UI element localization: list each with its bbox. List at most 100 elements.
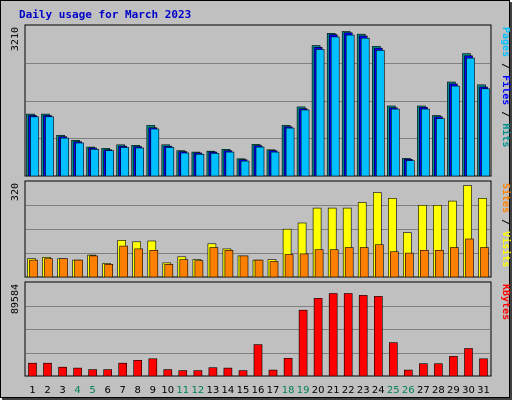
bar-pages-day-28 xyxy=(436,118,445,177)
bar-sites-day-27 xyxy=(420,250,429,278)
bar-kbytes-day-8 xyxy=(133,359,142,377)
day-label-28: 28 xyxy=(432,385,445,396)
bar-sites-day-16 xyxy=(254,259,264,278)
day-label-31: 31 xyxy=(477,385,490,396)
bar-kbytes-day-20 xyxy=(313,298,323,377)
side-legend-bottom: KBytes xyxy=(500,284,511,320)
legend-hits: Hits xyxy=(500,123,512,147)
bar-pages-day-11 xyxy=(180,152,190,177)
bar-sites-day-2 xyxy=(44,258,53,278)
bar-kbytes-day-18 xyxy=(283,357,293,377)
legend-separator: / xyxy=(500,213,511,231)
bar-pages-day-3 xyxy=(60,137,69,177)
bar-kbytes-day-10 xyxy=(163,369,173,377)
day-label-17: 17 xyxy=(267,385,280,396)
day-label-12: 12 xyxy=(192,385,205,396)
bar-kbytes-day-14 xyxy=(223,367,233,377)
bar-kbytes-day-3 xyxy=(58,366,67,377)
bar-kbytes-day-26 xyxy=(403,369,413,377)
legend-visits: Visits xyxy=(500,231,512,267)
frame-shadow-bottom xyxy=(2,398,512,400)
bar-kbytes-day-25 xyxy=(388,342,398,377)
bar-sites-day-25 xyxy=(389,251,399,278)
bar-pages-day-27 xyxy=(421,108,430,177)
bar-sites-day-1 xyxy=(29,259,38,278)
bar-sites-day-6 xyxy=(104,263,113,278)
day-label-19: 19 xyxy=(297,385,310,396)
day-label-9: 9 xyxy=(150,385,156,396)
bar-pages-day-6 xyxy=(105,150,114,177)
bar-kbytes-day-28 xyxy=(434,363,443,377)
bar-kbytes-day-19 xyxy=(298,309,308,377)
bar-sites-day-15 xyxy=(239,255,249,278)
bar-kbytes-day-16 xyxy=(253,344,263,377)
day-label-24: 24 xyxy=(372,385,385,396)
day-label-2: 2 xyxy=(44,385,50,396)
bar-kbytes-day-27 xyxy=(419,363,428,377)
bar-kbytes-day-12 xyxy=(193,370,203,377)
bar-pages-day-13 xyxy=(210,153,220,177)
bar-pages-day-10 xyxy=(165,147,175,177)
bar-sites-day-31 xyxy=(480,247,489,278)
bar-sites-day-4 xyxy=(74,259,83,278)
bar-sites-day-8 xyxy=(134,248,143,278)
day-label-13: 13 xyxy=(207,385,220,396)
bar-kbytes-day-13 xyxy=(208,367,218,377)
bar-pages-day-21 xyxy=(330,36,340,177)
bar-kbytes-day-1 xyxy=(28,362,37,377)
bar-kbytes-day-24 xyxy=(373,296,383,377)
bar-kbytes-day-2 xyxy=(43,362,52,377)
bar-pages-day-31 xyxy=(481,88,490,177)
legend-pages: Pages xyxy=(500,27,511,57)
bar-sites-day-18 xyxy=(284,254,294,278)
bar-sites-day-21 xyxy=(329,249,339,278)
bar-pages-day-17 xyxy=(270,151,280,177)
bar-kbytes-day-7 xyxy=(118,362,127,377)
bar-sites-day-28 xyxy=(435,250,444,278)
bar-sites-day-29 xyxy=(450,247,459,278)
day-label-1: 1 xyxy=(29,385,35,396)
bar-sites-day-30 xyxy=(465,238,474,278)
y-max-label-middle: 320 xyxy=(10,183,21,201)
bar-pages-day-1 xyxy=(30,116,39,177)
bar-sites-day-11 xyxy=(179,259,189,278)
bar-pages-day-15 xyxy=(240,160,250,177)
bar-pages-day-8 xyxy=(135,147,144,177)
bar-kbytes-day-9 xyxy=(148,358,158,377)
bar-sites-day-12 xyxy=(194,260,204,278)
legend-files: Files xyxy=(500,75,512,105)
bar-kbytes-day-30 xyxy=(464,348,473,377)
bar-kbytes-day-21 xyxy=(328,293,338,377)
bar-sites-day-24 xyxy=(374,244,384,278)
bar-pages-day-9 xyxy=(150,128,160,177)
bar-kbytes-day-5 xyxy=(88,369,97,377)
bar-kbytes-day-4 xyxy=(73,367,82,377)
day-label-20: 20 xyxy=(312,385,325,396)
bar-sites-day-5 xyxy=(89,255,98,278)
day-label-3: 3 xyxy=(59,385,65,396)
day-label-23: 23 xyxy=(357,385,370,396)
bar-sites-day-14 xyxy=(224,250,234,278)
bar-pages-day-5 xyxy=(90,149,99,177)
frame-shadow-right xyxy=(510,2,512,400)
legend-sites: Sites xyxy=(500,183,512,213)
day-label-18: 18 xyxy=(282,385,295,396)
bar-sites-day-23 xyxy=(359,247,369,278)
day-label-21: 21 xyxy=(327,385,340,396)
bar-pages-day-2 xyxy=(45,116,54,177)
chart-title: Daily usage for March 2023 xyxy=(19,8,192,21)
day-label-16: 16 xyxy=(252,385,265,396)
bar-kbytes-day-11 xyxy=(178,370,188,377)
day-label-5: 5 xyxy=(89,385,95,396)
day-label-7: 7 xyxy=(120,385,126,396)
day-label-6: 6 xyxy=(105,385,111,396)
day-label-25: 25 xyxy=(387,385,400,396)
bar-pages-day-26 xyxy=(405,160,415,177)
bar-sites-day-10 xyxy=(164,263,174,278)
day-label-22: 22 xyxy=(342,385,355,396)
bar-pages-day-25 xyxy=(390,108,400,177)
bar-pages-day-14 xyxy=(225,151,235,177)
day-label-11: 11 xyxy=(176,385,189,396)
legend-separator: / xyxy=(500,105,511,123)
